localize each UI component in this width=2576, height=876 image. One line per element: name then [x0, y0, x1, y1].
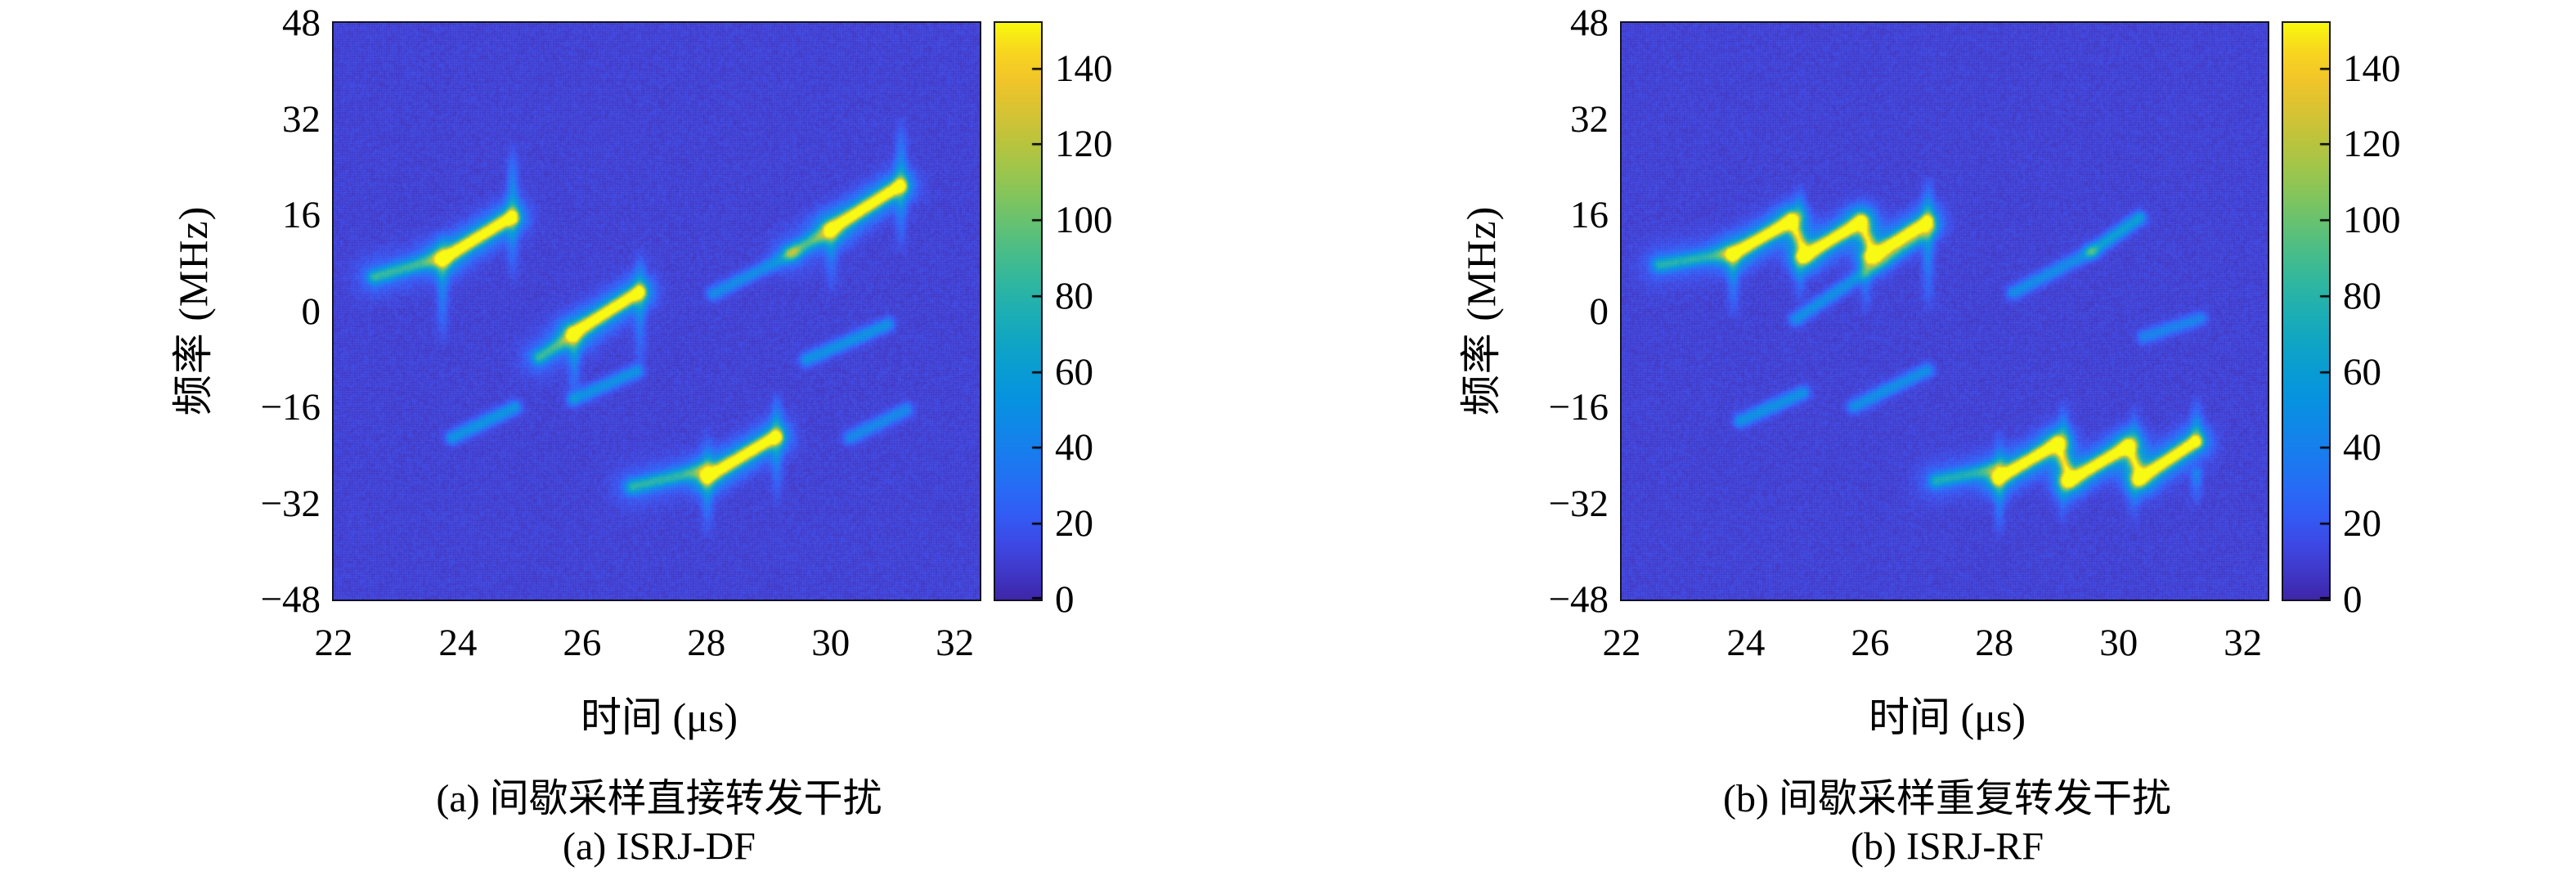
x-tick-label: 26 — [563, 622, 602, 664]
x-tick-label: 28 — [1975, 622, 2014, 664]
colorbar-tick-label: 40 — [2343, 426, 2381, 469]
spectrogram-canvas-a — [334, 23, 980, 600]
colorbar-tick-label: 40 — [1055, 426, 1093, 469]
y-tick-label: −32 — [260, 482, 321, 525]
colorbar-tick-label: 120 — [2343, 123, 2401, 166]
colorbar-tick-label: 60 — [2343, 350, 2381, 393]
y-tick-label: −32 — [1548, 482, 1609, 525]
colorbar-tick-label: 20 — [2343, 502, 2381, 546]
x-tick-label: 30 — [811, 622, 850, 664]
spectrogram-plot-b — [1620, 21, 2269, 601]
colorbar-tick-label: 100 — [1055, 198, 1113, 241]
y-tick-label: −16 — [1548, 385, 1609, 429]
y-tick-label: 32 — [1570, 97, 1609, 141]
colorbar-tick-label: 20 — [1055, 502, 1093, 546]
caption-en-a: (a) ISRJ-DF — [563, 824, 756, 869]
y-tick-label: 16 — [282, 193, 321, 236]
caption-en-b: (b) ISRJ-RF — [1850, 824, 2044, 869]
colorbar-tick-label: 120 — [1055, 123, 1113, 166]
caption-zh-a: (a) 间歇采样直接转发干扰 — [436, 777, 882, 820]
y-tick-label: −16 — [260, 385, 321, 429]
x-tick-label: 24 — [438, 622, 478, 664]
x-tick-label: 28 — [687, 622, 726, 664]
x-axis-label-b: 时间 (μs) — [1868, 694, 2026, 740]
colorbar-tick-label: 100 — [2343, 198, 2401, 241]
colorbar-canvas-b — [2283, 23, 2329, 600]
x-tick-label: 22 — [314, 622, 353, 664]
x-tick-label: 32 — [2224, 622, 2263, 664]
colorbar-tick-label: 0 — [2343, 577, 2363, 621]
panel-isrj-rf: 频率 (MHz) 时间 (μs) (b) 间歇采样重复转发干扰 (b) ISRJ… — [1288, 0, 2576, 876]
caption-zh-b: (b) 间歇采样重复转发干扰 — [1723, 777, 2171, 820]
colorbar-tick-label: 60 — [1055, 350, 1093, 393]
colorbar-a — [994, 21, 1043, 601]
y-tick-label: 0 — [301, 290, 321, 333]
spectrogram-plot-a — [332, 21, 981, 601]
y-tick-label: −48 — [260, 577, 321, 621]
y-tick-label: −48 — [1548, 577, 1609, 621]
colorbar-b — [2282, 21, 2331, 601]
x-tick-label: 26 — [1851, 622, 1890, 664]
colorbar-canvas-a — [995, 23, 1041, 600]
x-tick-label: 32 — [936, 622, 975, 664]
colorbar-tick-label: 140 — [2343, 47, 2401, 90]
x-tick-label: 30 — [2099, 622, 2138, 664]
y-tick-label: 32 — [282, 97, 321, 141]
x-tick-label: 22 — [1602, 622, 1641, 664]
panel-isrj-df: 频率 (MHz) 时间 (μs) (a) 间歇采样直接转发干扰 (a) ISRJ… — [170, 1, 1113, 869]
spectrogram-canvas-b — [1622, 23, 2268, 600]
y-tick-label: 48 — [1570, 1, 1609, 44]
x-tick-label: 24 — [1726, 622, 1766, 664]
colorbar-tick-label: 80 — [2343, 274, 2381, 317]
colorbar-tick-label: 140 — [1055, 47, 1113, 90]
colorbar-tick-label: 80 — [1055, 274, 1093, 317]
x-axis-label-a: 时间 (μs) — [580, 694, 738, 740]
y-tick-label: 16 — [1570, 193, 1609, 236]
colorbar-tick-label: 0 — [1055, 577, 1075, 621]
y-tick-label: 0 — [1589, 290, 1609, 333]
y-tick-label: 48 — [282, 1, 321, 44]
